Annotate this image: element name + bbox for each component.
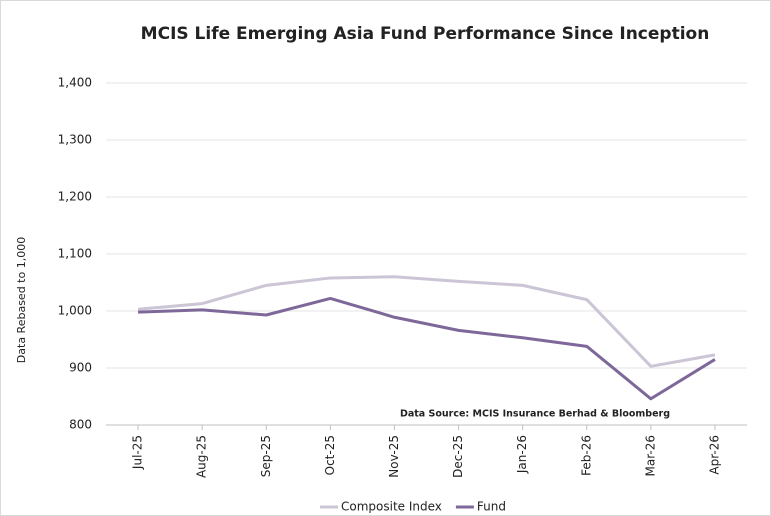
y-tick-label: 900 bbox=[69, 361, 92, 375]
chart-title: MCIS Life Emerging Asia Fund Performance… bbox=[141, 24, 710, 44]
x-tick-label: Apr-26 bbox=[707, 435, 721, 475]
legend-label: Fund bbox=[477, 500, 506, 514]
series-line bbox=[137, 296, 716, 401]
x-tick-label: Aug-25 bbox=[195, 435, 209, 478]
y-tick-label: 1,300 bbox=[58, 133, 92, 147]
x-tick-label: Oct-25 bbox=[323, 435, 337, 475]
legend-label: Composite Index bbox=[341, 500, 442, 514]
y-tick-label: 1,200 bbox=[58, 190, 92, 204]
x-tick-label: Mar-26 bbox=[643, 435, 657, 476]
y-tick-label: 1,400 bbox=[58, 76, 92, 90]
series-line bbox=[137, 275, 716, 368]
x-tick-label: Jul-25 bbox=[131, 435, 145, 470]
annotation: Data Source: MCIS Insurance Berhad & Blo… bbox=[400, 409, 670, 420]
y-tick-label: 1,000 bbox=[58, 304, 92, 318]
x-tick-label: Sep-25 bbox=[259, 435, 273, 477]
x-tick-label: Jan-26 bbox=[515, 435, 529, 474]
x-tick-label: Dec-25 bbox=[451, 435, 465, 478]
x-tick-label: Feb-26 bbox=[579, 435, 593, 476]
y-tick-label: 800 bbox=[69, 418, 92, 432]
y-axis-title: Data Rebased to 1,000 bbox=[15, 237, 28, 363]
x-tick-label: Nov-25 bbox=[387, 435, 401, 478]
y-tick-label: 1,100 bbox=[58, 247, 92, 261]
